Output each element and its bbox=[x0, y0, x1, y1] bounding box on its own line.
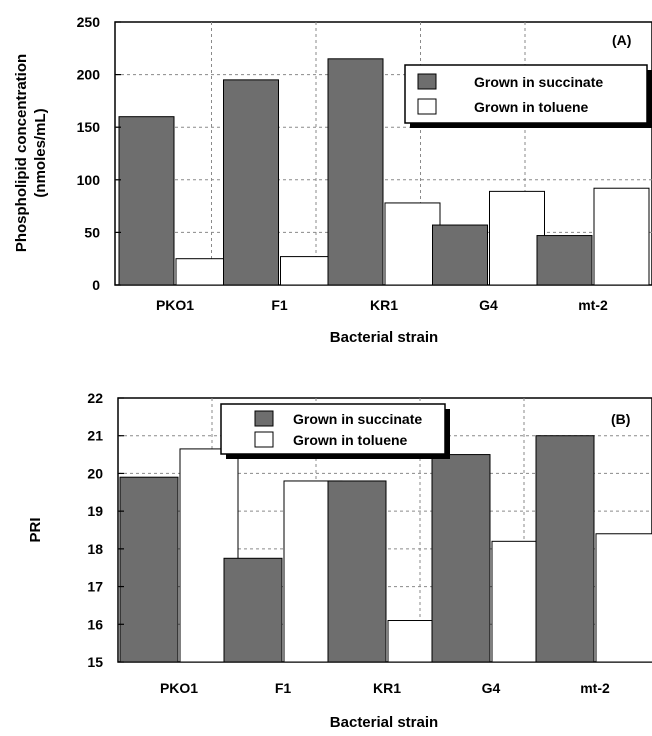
legend-label-succinate-a: Grown in succinate bbox=[474, 74, 603, 90]
y-tick-label: 17 bbox=[87, 579, 103, 595]
bar-succinate-kr1-b bbox=[327, 480, 387, 663]
x-axis-label-a: Bacterial strain bbox=[330, 329, 438, 346]
legend-b: Grown in succinate Grown in toluene bbox=[220, 403, 450, 459]
bar-succinate-pko1-b bbox=[119, 476, 179, 663]
bar-succinate-f1-b bbox=[223, 557, 283, 663]
bars-a bbox=[118, 58, 650, 286]
x-tick-label: mt-2 bbox=[580, 680, 610, 696]
bar-succinate-kr1-a bbox=[327, 58, 384, 286]
y-ticks-b: 15 16 17 18 19 20 21 22 bbox=[87, 390, 124, 670]
y-ticks-a: 0 50 100 150 200 250 bbox=[77, 14, 121, 293]
legend-swatch-succinate-b bbox=[254, 410, 274, 427]
x-tick-label: G4 bbox=[479, 297, 498, 313]
x-tick-label: KR1 bbox=[370, 297, 398, 313]
x-ticks-a: PKO1 F1 KR1 G4 mt-2 bbox=[156, 297, 608, 313]
bar-toluene-mt-2-b bbox=[595, 533, 652, 663]
y-axis-label-a: Phospholipid concentration (nmoles/mL) bbox=[13, 54, 49, 252]
bar-toluene-pko1-a bbox=[175, 258, 232, 286]
y-tick-label: 200 bbox=[77, 67, 101, 83]
y-tick-label: 19 bbox=[87, 503, 103, 519]
x-axis-label-b: Bacterial strain bbox=[330, 714, 438, 731]
y-tick-label: 50 bbox=[84, 224, 100, 240]
panel-label-a: (A) bbox=[612, 32, 631, 48]
bar-toluene-kr1-a bbox=[384, 202, 441, 286]
bar-toluene-g4-a bbox=[489, 190, 545, 286]
legend-label-succinate-b: Grown in succinate bbox=[293, 411, 422, 427]
y-tick-label: 150 bbox=[77, 119, 101, 135]
y-tick-label: 250 bbox=[77, 14, 101, 30]
bar-toluene-f1-a bbox=[280, 256, 336, 286]
panel-label-b: (B) bbox=[611, 411, 630, 427]
legend-swatch-succinate-a bbox=[417, 73, 437, 90]
bar-succinate-mt-2-b bbox=[535, 435, 595, 663]
bar-succinate-f1-a bbox=[223, 79, 279, 286]
x-tick-label: KR1 bbox=[373, 680, 401, 696]
x-tick-label: G4 bbox=[482, 680, 501, 696]
y-axis-label-b: PRI bbox=[27, 517, 44, 542]
bar-succinate-g4-b bbox=[431, 454, 491, 663]
bar-toluene-mt-2-a bbox=[593, 187, 650, 286]
legend-swatch-toluene-a bbox=[417, 98, 437, 115]
legend-swatch-toluene-b bbox=[254, 431, 274, 448]
y-axis-label-a-line1: Phospholipid concentration bbox=[13, 54, 30, 252]
y-tick-label: 15 bbox=[87, 654, 103, 670]
legend-label-toluene-a: Grown in toluene bbox=[474, 99, 589, 115]
bar-succinate-g4-a bbox=[432, 224, 488, 286]
x-tick-label: F1 bbox=[271, 297, 288, 313]
chart-panel-a: 0 50 100 150 200 250 PKO1 F1 KR1 G4 mt-2 (A) Grow… bbox=[13, 14, 652, 346]
x-tick-label: mt-2 bbox=[578, 297, 608, 313]
y-axis-label-a-line2: (nmoles/mL) bbox=[32, 108, 49, 197]
bar-succinate-pko1-a bbox=[118, 116, 175, 286]
y-tick-label: 18 bbox=[87, 541, 103, 557]
x-tick-label: F1 bbox=[275, 680, 292, 696]
y-tick-label: 100 bbox=[77, 172, 101, 188]
legend-label-toluene-b: Grown in toluene bbox=[293, 432, 408, 448]
x-ticks-b: PKO1 F1 KR1 G4 mt-2 bbox=[160, 680, 610, 696]
bars-b bbox=[119, 435, 652, 663]
y-tick-label: 22 bbox=[87, 390, 103, 406]
legend-a: Grown in succinate Grown in toluene bbox=[404, 64, 652, 128]
bar-succinate-mt-2-a bbox=[536, 235, 593, 286]
x-tick-label: PKO1 bbox=[160, 680, 198, 696]
y-tick-label: 20 bbox=[87, 465, 103, 481]
y-tick-label: 21 bbox=[87, 428, 103, 444]
y-tick-label: 16 bbox=[87, 616, 103, 632]
x-tick-label: PKO1 bbox=[156, 297, 194, 313]
chart-panel-b: 15 16 17 18 19 20 21 22 PKO1 F1 KR1 G4 mt-2 (B) Gro… bbox=[27, 390, 652, 731]
y-tick-label: 0 bbox=[92, 277, 100, 293]
